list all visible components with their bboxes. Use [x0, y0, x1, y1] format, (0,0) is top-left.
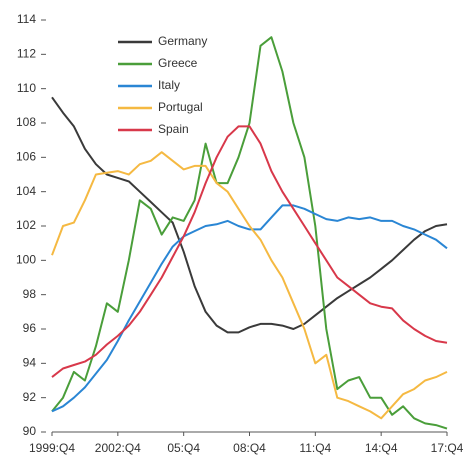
- y-tick-label: 102: [16, 218, 36, 232]
- x-tick-label: 11:Q4: [299, 441, 331, 455]
- series-line: [51, 96, 448, 334]
- legend-label: Spain: [158, 122, 189, 136]
- series-line: [51, 151, 448, 420]
- y-tick-label: 114: [17, 12, 36, 26]
- y-tick-label: 90: [23, 424, 37, 438]
- legend-label: Greece: [158, 56, 198, 70]
- y-tick-label: 110: [17, 81, 36, 95]
- y-tick-label: 100: [16, 253, 36, 267]
- series-line: [51, 36, 448, 430]
- y-tick-label: 108: [16, 115, 36, 129]
- series-line: [51, 125, 448, 378]
- legend-label: Portugal: [158, 100, 203, 114]
- x-tick-label: 1999:Q4: [29, 441, 75, 455]
- x-tick-label: 14:Q4: [365, 441, 398, 455]
- y-tick-label: 92: [23, 390, 37, 404]
- legend-label: Italy: [158, 78, 180, 92]
- legend-label: Germany: [158, 34, 207, 48]
- x-tick-label: 05:Q4: [167, 441, 200, 455]
- y-tick-label: 96: [23, 321, 37, 335]
- y-tick-label: 98: [23, 287, 37, 301]
- x-tick-label: 17:Q4: [431, 441, 464, 455]
- y-tick-label: 106: [16, 150, 36, 164]
- y-tick-label: 94: [23, 356, 37, 370]
- x-tick-label: 2002:Q4: [95, 441, 141, 455]
- series-line: [51, 204, 448, 413]
- y-tick-label: 112: [17, 47, 36, 61]
- y-tick-label: 104: [16, 184, 36, 198]
- x-tick-label: 08:Q4: [233, 441, 266, 455]
